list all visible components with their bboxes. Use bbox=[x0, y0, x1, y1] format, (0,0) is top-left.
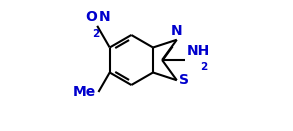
Text: 2: 2 bbox=[201, 62, 208, 72]
Text: Me: Me bbox=[73, 85, 96, 99]
Text: 2: 2 bbox=[93, 29, 100, 39]
Text: O: O bbox=[85, 10, 97, 24]
Text: NH: NH bbox=[187, 44, 210, 58]
Text: S: S bbox=[179, 73, 189, 87]
Text: N: N bbox=[171, 24, 183, 38]
Text: N: N bbox=[99, 10, 111, 24]
